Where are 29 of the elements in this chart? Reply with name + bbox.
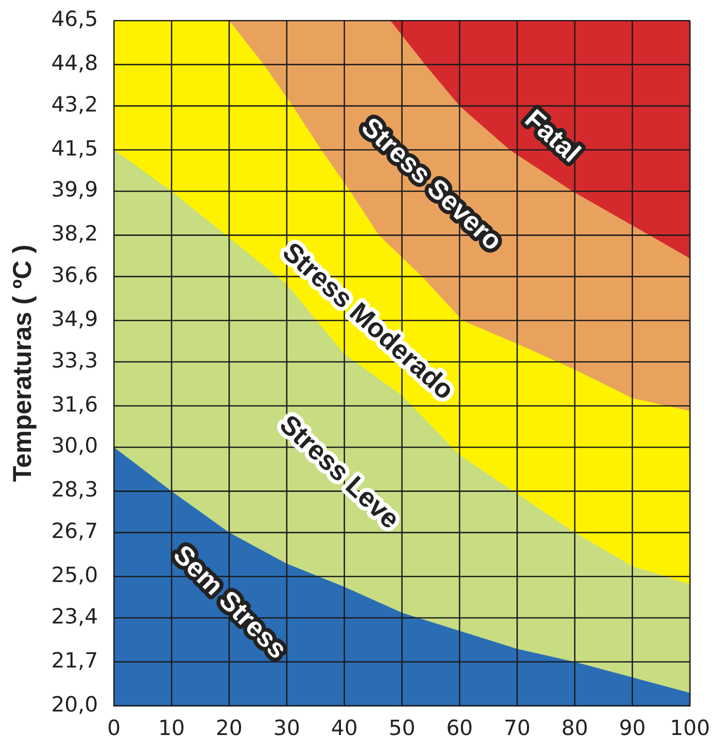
x-tick-label: 0 <box>107 716 121 740</box>
x-tick-label: 70 <box>504 716 531 740</box>
x-tick-label: 20 <box>216 716 243 740</box>
y-tick-label: 38,2 <box>51 222 98 246</box>
y-tick-label: 43,2 <box>51 92 98 116</box>
y-tick-label: 41,5 <box>51 136 98 160</box>
x-tick-label: 30 <box>273 716 300 740</box>
y-tick-label: 34,9 <box>51 306 98 331</box>
x-tick-label: 60 <box>446 716 473 740</box>
x-tick-label: 10 <box>158 716 185 740</box>
y-tick-label: 20,0 <box>51 692 98 716</box>
y-tick-label: 33,3 <box>51 348 98 372</box>
y-tick-label: 44,8 <box>51 51 98 76</box>
y-tick-label: 28,3 <box>51 478 98 502</box>
y-tick-label: 30,0 <box>51 434 98 458</box>
y-tick-label: 31,6 <box>51 392 98 416</box>
y-tick-label: 26,7 <box>51 519 98 544</box>
x-tick-label: 50 <box>388 716 416 740</box>
y-tick-label: 46,5 <box>51 7 98 32</box>
x-tick-label: 40 <box>330 716 358 740</box>
y-axis-title: Temperaturas ( ºC ) <box>6 244 37 482</box>
x-tick-label: 100 <box>670 716 710 740</box>
y-tick-label: 36,6 <box>51 263 98 288</box>
y-tick-label: 21,7 <box>51 648 98 672</box>
y-tick-label: 39,9 <box>51 178 98 202</box>
x-tick-label: 80 <box>561 716 588 740</box>
y-tick-label: 25,0 <box>51 562 98 587</box>
y-tick-label: 23,4 <box>51 604 98 628</box>
x-tick-label: 90 <box>618 716 646 740</box>
